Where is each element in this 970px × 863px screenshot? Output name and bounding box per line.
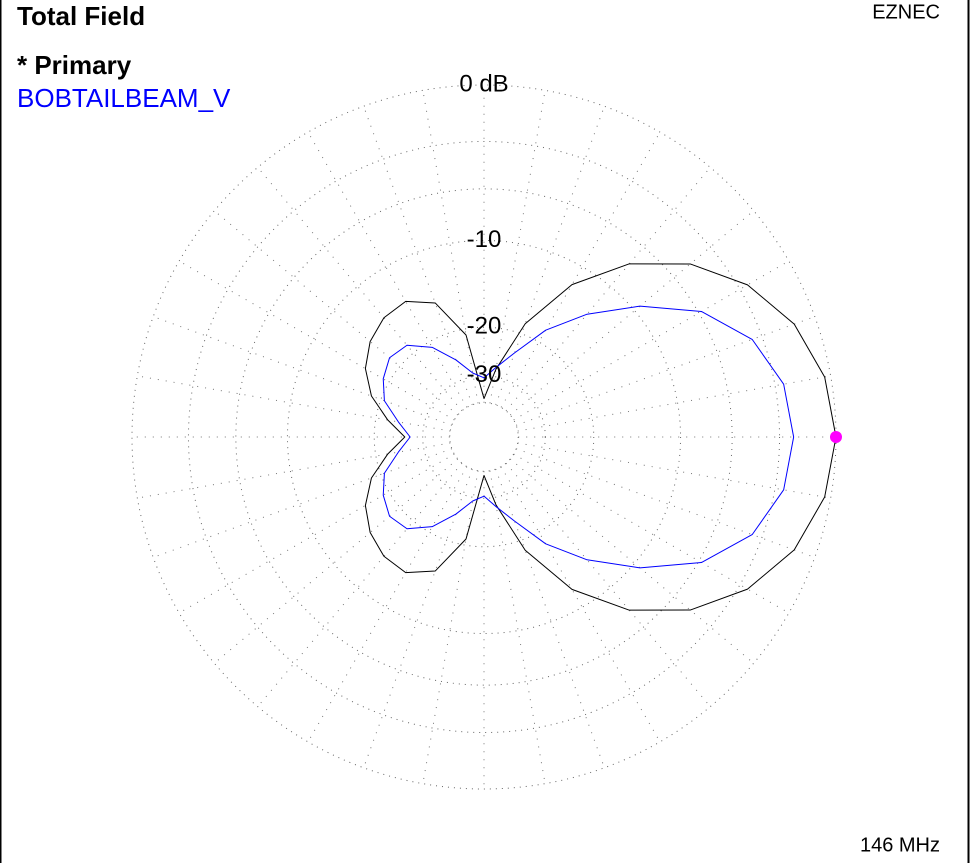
ring-label: -30 <box>467 361 502 388</box>
ring-label: -10 <box>467 226 502 253</box>
spoke <box>513 453 790 614</box>
spoke <box>495 106 605 406</box>
spoke <box>153 448 453 558</box>
legend-entry: * Primary <box>17 50 132 80</box>
spoke <box>500 131 661 408</box>
spoke <box>178 260 455 421</box>
corner-label: EZNEC <box>872 1 940 23</box>
max-marker <box>830 431 842 443</box>
grid <box>131 84 837 790</box>
grid-ring <box>187 140 781 734</box>
ring-label: -20 <box>467 313 502 340</box>
spoke <box>509 458 754 664</box>
grid-ring <box>235 188 733 686</box>
spoke <box>363 106 473 406</box>
spoke <box>257 462 463 707</box>
pattern-line <box>364 263 837 611</box>
spoke <box>517 375 831 432</box>
spoke <box>137 375 451 432</box>
spoke <box>515 316 815 426</box>
spoke <box>422 470 479 784</box>
spoke <box>509 210 754 416</box>
legend-entry: BOBTAILBEAM_V <box>17 83 231 113</box>
spoke <box>489 90 546 404</box>
grid-ring <box>286 239 682 635</box>
spoke <box>489 470 546 784</box>
frequency-label: 146 MHz <box>860 834 940 856</box>
chart-title: Total Field <box>17 1 145 31</box>
spoke <box>214 210 459 416</box>
spoke <box>517 442 831 499</box>
spoke <box>495 468 605 768</box>
spoke <box>214 458 459 664</box>
pattern-line <box>382 305 795 569</box>
plots <box>364 263 842 611</box>
spoke <box>178 453 455 614</box>
spoke <box>137 442 451 499</box>
spoke <box>505 462 711 707</box>
spoke <box>307 466 468 743</box>
spoke <box>500 466 661 743</box>
spoke <box>513 260 790 421</box>
spoke <box>422 90 479 404</box>
spoke <box>257 167 463 412</box>
spoke <box>153 316 453 426</box>
grid-ring <box>422 375 546 499</box>
spoke <box>505 167 711 412</box>
ring-label: 0 dB <box>459 70 508 97</box>
spoke <box>515 448 815 558</box>
spoke <box>307 131 468 408</box>
grid-ring <box>449 402 519 472</box>
grid-ring <box>373 326 595 548</box>
spoke <box>363 468 473 768</box>
